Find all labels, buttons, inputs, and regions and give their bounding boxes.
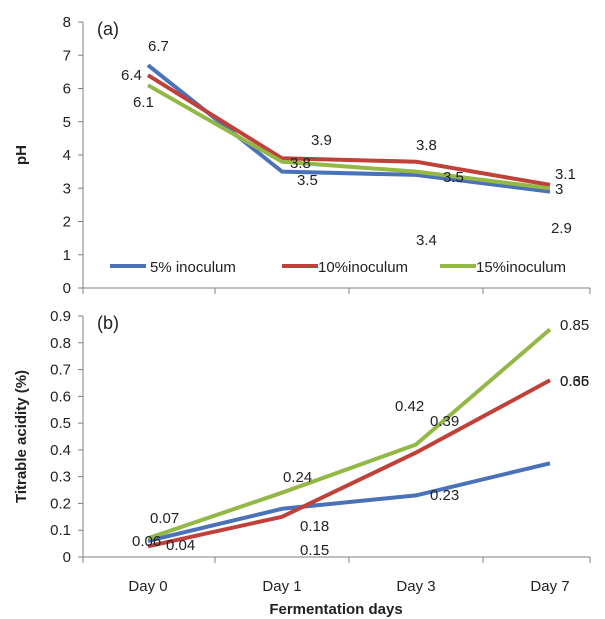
chart0-data-label: 6.4 <box>121 67 142 84</box>
chart1-data-label: 0.39 <box>430 413 459 430</box>
chart1-x-tick-label: Day 3 <box>396 578 435 595</box>
chart1-y-tick-label: 0 <box>63 549 71 566</box>
chart0-y-tick-label: 7 <box>63 47 71 64</box>
chart0-data-label: 3.8 <box>290 155 311 172</box>
chart1-series-line-0 <box>147 461 551 543</box>
chart0-series-line-2 <box>147 83 551 191</box>
chart1-y-tick-label: 0.9 <box>50 308 71 325</box>
chart1-data-label: 0.04 <box>166 537 195 554</box>
chart1-data-label: 0.35 <box>560 373 589 390</box>
chart1-y-tick-label: 0.5 <box>50 415 71 432</box>
chart0-y-tick-label: 1 <box>63 247 71 264</box>
chart0-data-label: 3.5 <box>443 169 464 186</box>
chart1-y-tick-label: 0.8 <box>50 335 71 352</box>
chart1-y-tick-label: 0.4 <box>50 442 71 459</box>
chart1-data-label: 0.06 <box>132 533 161 550</box>
chart1-data-label: 0.07 <box>150 510 179 527</box>
chart0-data-label: 6.7 <box>148 38 169 55</box>
chart1-data-label: 0.23 <box>430 487 459 504</box>
chart0-y-tick-label: 0 <box>63 280 71 297</box>
chart0-data-label: 3.1 <box>555 166 576 183</box>
chart0-legend-label: 10%inoculum <box>318 259 408 276</box>
chart1-y-tick-label: 0.1 <box>50 522 71 539</box>
chart1-y-tick-label: 0.2 <box>50 495 71 512</box>
chart0-legend-label: 5% inoculum <box>150 259 236 276</box>
chart1-series-line-2 <box>147 327 552 541</box>
chart0-y-tick-label: 4 <box>63 147 71 164</box>
chart0-data-label: 2.9 <box>551 220 572 237</box>
chart1-y-tick-label: 0.3 <box>50 469 71 486</box>
chart1-y-axis-title: Titrable acidity (%) <box>13 370 30 503</box>
chart0-y-tick-label: 8 <box>63 14 71 31</box>
chart0-y-axis-title: pH <box>13 145 30 165</box>
chart1-data-label: 0.15 <box>300 542 329 559</box>
chart0-series-line-1 <box>146 73 551 187</box>
chart0-y-tick-label: 6 <box>63 81 71 98</box>
chart1-data-label: 0.66 <box>560 373 589 390</box>
chart1-y-tick-label: 0.7 <box>50 362 71 379</box>
chart0-data-label: 3.9 <box>311 132 332 149</box>
chart0-data-label: 3.4 <box>416 232 437 249</box>
chart0-y-tick-label: 2 <box>63 214 71 231</box>
chart0-data-label: 3.5 <box>297 172 318 189</box>
chart0-panel-label: (a) <box>97 19 119 39</box>
chart1-panel-label: (b) <box>97 313 119 333</box>
chart0-y-tick-label: 5 <box>63 114 71 131</box>
chart1-x-axis-title: Fermentation days <box>269 601 402 618</box>
chart1-data-label: 0.42 <box>395 398 424 415</box>
chart0-legend-label: 15%inoculum <box>476 259 566 276</box>
chart1-x-tick-label: Day 0 <box>128 578 167 595</box>
chart1-y-tick-label: 0.6 <box>50 388 71 405</box>
chart0-y-tick-label: 3 <box>63 180 71 197</box>
chart0-data-label: 3.8 <box>416 137 437 154</box>
chart0-data-label: 6.1 <box>133 94 154 111</box>
chart1-series-line-1 <box>147 378 551 549</box>
chart1-data-label: 0.18 <box>300 518 329 535</box>
chart1-data-label: 0.24 <box>283 469 312 486</box>
chart1-x-tick-label: Day 7 <box>530 578 569 595</box>
chart1-data-label: 0.85 <box>560 317 589 334</box>
chart1-x-tick-label: Day 1 <box>262 578 301 595</box>
chart0-data-label: 3 <box>555 181 563 198</box>
